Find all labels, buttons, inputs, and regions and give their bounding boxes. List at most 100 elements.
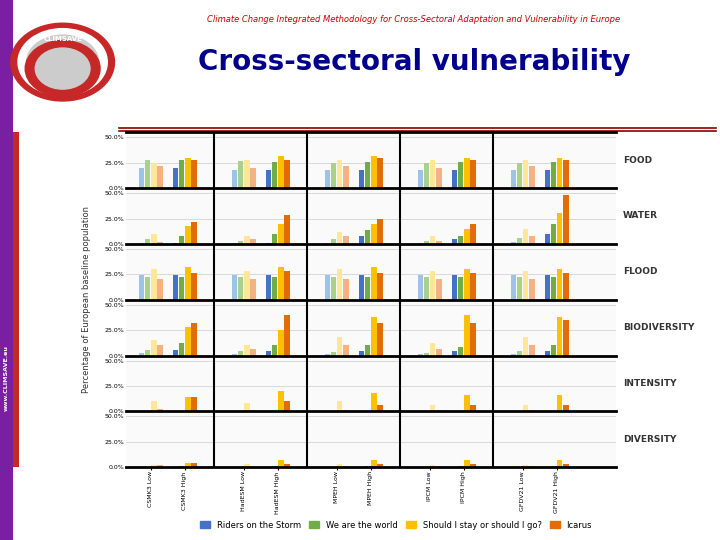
Bar <box>523 338 528 355</box>
Bar <box>330 278 336 300</box>
Bar <box>557 158 562 188</box>
Bar <box>371 267 377 300</box>
Bar <box>458 236 464 244</box>
Bar <box>272 278 277 300</box>
Bar <box>139 354 144 355</box>
Bar <box>436 241 441 244</box>
Bar <box>510 242 516 244</box>
Bar <box>185 158 191 188</box>
Bar <box>151 465 156 467</box>
Bar <box>179 236 184 244</box>
Bar <box>377 158 383 188</box>
Bar <box>192 160 197 188</box>
Bar <box>436 168 441 188</box>
Bar <box>192 463 197 467</box>
Bar <box>343 410 348 411</box>
Bar <box>377 273 383 300</box>
Bar <box>544 275 550 300</box>
Bar <box>157 242 163 244</box>
Bar <box>430 343 436 355</box>
Bar <box>458 466 464 467</box>
Bar <box>343 466 348 467</box>
Bar <box>458 278 464 300</box>
Bar <box>173 350 179 355</box>
Text: www.CLIMSAVE.eu: www.CLIMSAVE.eu <box>4 345 9 411</box>
Bar <box>251 239 256 244</box>
Bar <box>551 466 557 467</box>
Bar <box>192 397 197 411</box>
Text: Cross-sectoral vulnerability: Cross-sectoral vulnerability <box>198 48 630 76</box>
Bar <box>157 166 163 188</box>
Bar <box>278 267 284 300</box>
Bar <box>251 168 256 188</box>
Bar <box>430 405 436 411</box>
Bar <box>517 163 522 188</box>
Bar <box>430 271 436 300</box>
Bar <box>244 346 250 355</box>
Bar <box>544 352 550 355</box>
Bar <box>563 273 569 300</box>
Bar <box>365 346 370 355</box>
Bar <box>192 221 197 244</box>
Bar <box>529 166 534 188</box>
Bar <box>563 405 569 411</box>
Bar <box>458 347 464 355</box>
Bar <box>523 271 528 300</box>
Bar <box>266 170 271 188</box>
Bar <box>272 466 277 467</box>
Bar <box>424 354 429 355</box>
Bar <box>251 349 256 355</box>
Bar <box>436 410 441 411</box>
Bar <box>418 170 423 188</box>
Bar <box>244 271 250 300</box>
Bar <box>563 160 569 188</box>
Bar <box>232 354 237 355</box>
Bar <box>343 346 348 355</box>
Text: BIODIVERSITY: BIODIVERSITY <box>623 323 694 332</box>
Bar <box>377 323 383 355</box>
Bar <box>232 243 237 244</box>
Bar <box>284 215 289 244</box>
Bar <box>238 352 243 355</box>
Bar <box>272 234 277 244</box>
Bar <box>185 267 191 300</box>
Bar <box>451 170 457 188</box>
Bar <box>173 168 179 188</box>
Bar <box>359 170 364 188</box>
Bar <box>157 346 163 355</box>
Bar <box>557 317 562 355</box>
Bar <box>232 275 237 300</box>
Bar <box>365 466 370 467</box>
Bar <box>244 160 250 188</box>
Bar <box>145 239 150 244</box>
Bar <box>436 466 441 467</box>
Bar <box>510 354 516 355</box>
Bar <box>464 315 469 355</box>
Bar <box>325 354 330 355</box>
Bar <box>238 161 243 188</box>
Bar <box>470 405 476 411</box>
Bar <box>179 343 184 355</box>
Bar <box>151 340 156 355</box>
Bar <box>145 160 150 188</box>
Bar <box>266 275 271 300</box>
Bar <box>251 410 256 411</box>
Bar <box>151 163 156 188</box>
Bar <box>343 236 348 244</box>
Bar <box>185 327 191 355</box>
Bar <box>284 464 289 467</box>
Bar <box>192 273 197 300</box>
Bar <box>510 170 516 188</box>
Bar <box>139 275 144 300</box>
Text: FOOD: FOOD <box>623 156 652 165</box>
Bar <box>436 349 441 355</box>
Bar <box>529 346 534 355</box>
Bar <box>424 241 429 244</box>
Bar <box>278 391 284 411</box>
Bar <box>238 278 243 300</box>
Bar <box>278 460 284 467</box>
Bar <box>365 230 370 244</box>
Bar <box>517 238 522 244</box>
Text: INTENSITY: INTENSITY <box>623 379 676 388</box>
Text: Percentage of European baseline population: Percentage of European baseline populati… <box>82 206 91 393</box>
